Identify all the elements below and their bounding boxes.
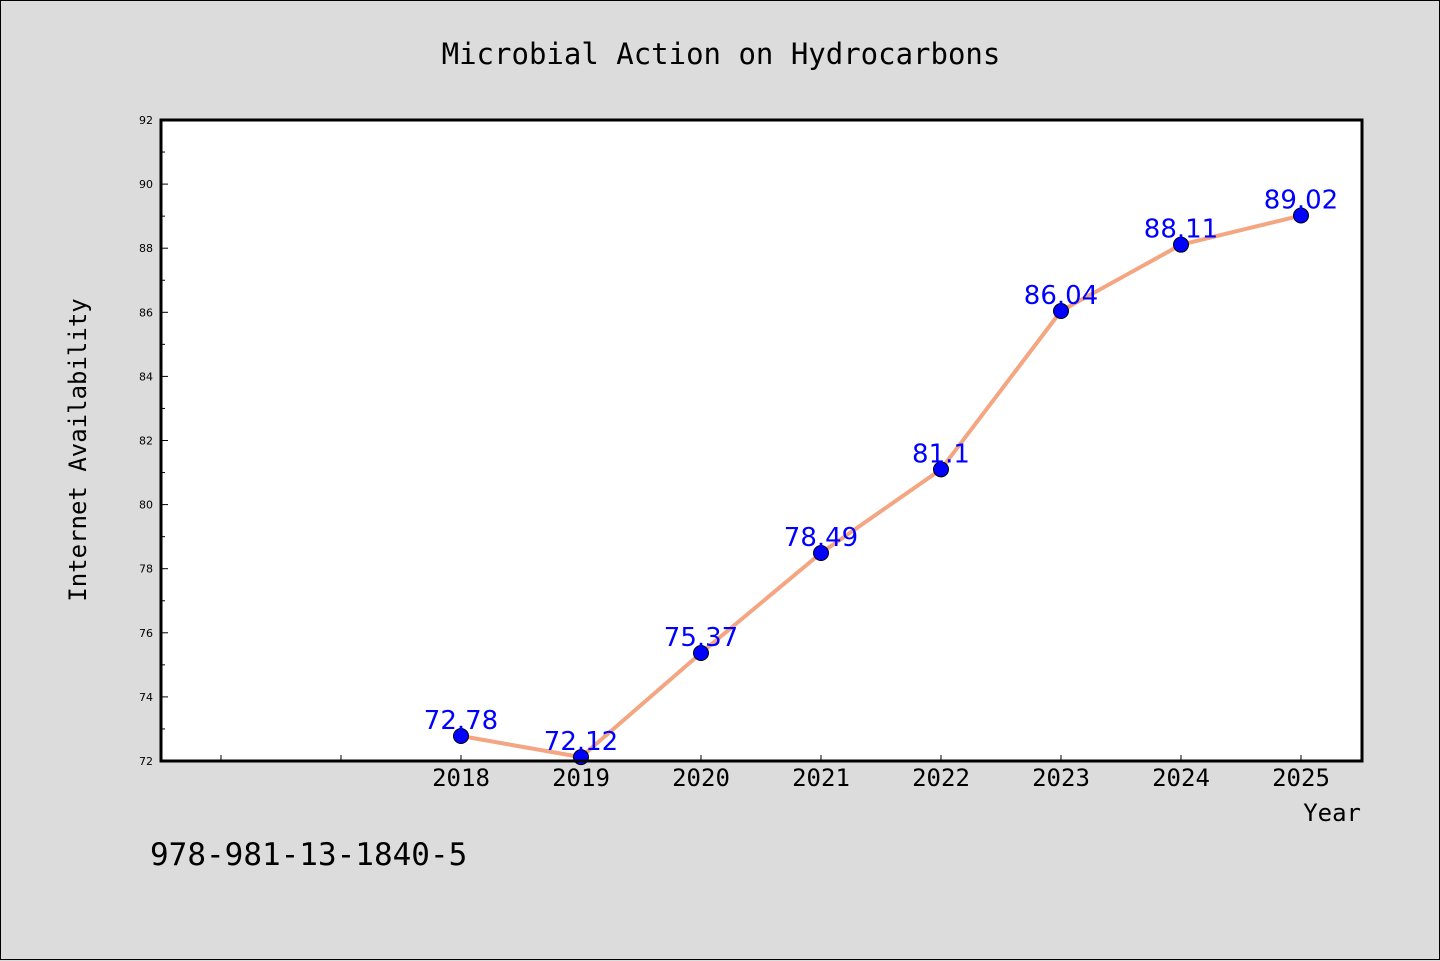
- data-label: 78.49: [784, 523, 858, 553]
- footer-code: 978-981-13-1840-5: [150, 837, 467, 873]
- data-point: [1053, 303, 1069, 320]
- y-tick-label: 86: [139, 306, 153, 319]
- x-tick-label: 2020: [672, 764, 730, 792]
- y-tick-label: 92: [139, 114, 153, 127]
- data-label: 86.04: [1024, 281, 1098, 311]
- data-label: 89.02: [1264, 186, 1338, 216]
- data-label: 72.78: [424, 706, 498, 736]
- plot-area: [161, 120, 1362, 761]
- series-line: [460, 213, 1302, 760]
- y-tick-label: 88: [139, 242, 153, 255]
- data-point: [813, 544, 829, 561]
- y-tick-label: 80: [139, 499, 153, 512]
- y-tick-label: 90: [139, 178, 153, 191]
- y-tick-label: 76: [139, 627, 153, 640]
- x-axis-label: Year: [1303, 799, 1361, 827]
- data-label: 81.1: [912, 439, 970, 469]
- data-point: [1293, 207, 1309, 224]
- y-tick-label: 82: [139, 435, 153, 448]
- data-point: [693, 644, 709, 661]
- y-axis-label: Internet Availability: [64, 298, 92, 601]
- data-labels: 72.78 72.12 75.37 78.49 81.1 86.04 88.11 89.02: [424, 186, 1338, 758]
- y-axis-ticks: 72 74 76 78 80 82 84 86 88 90 92: [139, 114, 168, 768]
- x-tick-label: 2022: [912, 764, 970, 792]
- data-point: [453, 728, 469, 745]
- data-point: [933, 461, 949, 478]
- x-tick-label: 2025: [1272, 764, 1330, 792]
- data-label: 75.37: [664, 623, 738, 653]
- y-tick-label: 84: [139, 370, 153, 383]
- data-label: 88.11: [1144, 215, 1218, 245]
- y-tick-label: 72: [139, 755, 153, 768]
- x-tick-label: 2019: [552, 764, 610, 792]
- data-label: 72.12: [544, 727, 618, 757]
- x-axis-ticks: 2018 2019 2020 2021 2022 2023 2024 2025: [220, 755, 1330, 792]
- x-tick-label: 2024: [1152, 764, 1210, 792]
- data-markers: [453, 207, 1309, 766]
- x-tick-label: 2021: [792, 764, 850, 792]
- data-point: [1173, 236, 1189, 253]
- plot-border: [159, 118, 1364, 763]
- chart-title: Microbial Action on Hydrocarbons: [442, 37, 1001, 71]
- x-tick-label: 2023: [1032, 764, 1090, 792]
- x-tick-label: 2018: [432, 764, 490, 792]
- y-tick-label: 74: [139, 691, 153, 704]
- y-tick-label: 78: [139, 563, 153, 576]
